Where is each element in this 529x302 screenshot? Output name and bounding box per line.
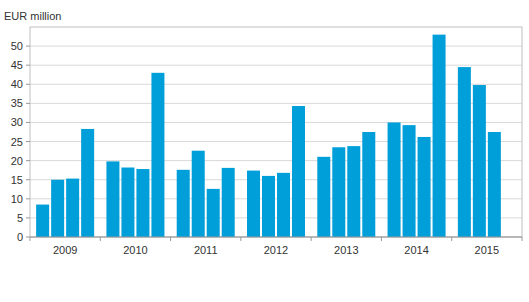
bar <box>388 122 401 237</box>
y-tick <box>26 217 30 218</box>
y-tick <box>26 122 30 123</box>
y-tick-label: 25 <box>11 136 23 148</box>
bar <box>262 176 275 237</box>
bar <box>192 151 205 237</box>
bar <box>332 147 345 237</box>
y-tick-label: 15 <box>11 174 23 186</box>
bar <box>488 132 501 237</box>
x-tick-label: 2015 <box>475 244 499 256</box>
bar <box>403 125 416 237</box>
chart: 0 5 10 15 20 25 30 35 40 45 50 EUR million 2009 2010 2… <box>0 0 529 302</box>
bar <box>207 189 220 237</box>
bar <box>433 35 446 237</box>
y-tick-label: 35 <box>11 97 23 109</box>
chart-container: 0 5 10 15 20 25 30 35 40 45 50 EUR million 2009 2010 2… <box>0 0 529 302</box>
bar <box>222 168 235 237</box>
grid-line <box>30 198 522 199</box>
bar <box>277 173 290 237</box>
grid-line <box>30 46 522 47</box>
bars <box>36 35 501 237</box>
bar <box>81 129 94 237</box>
x-tick-label: 2010 <box>123 244 147 256</box>
y-tick <box>26 65 30 66</box>
grid-line <box>30 179 522 180</box>
bar <box>136 169 149 237</box>
x-tick-label: 2009 <box>53 244 77 256</box>
bar <box>51 180 64 237</box>
x-tick <box>451 237 452 241</box>
bar <box>106 161 119 237</box>
grid-line <box>30 122 522 123</box>
bar <box>362 132 375 237</box>
y-axis-label: EUR million <box>4 10 61 22</box>
bar <box>36 205 49 237</box>
y-tick <box>26 46 30 47</box>
bar <box>121 168 134 237</box>
y-tick-label: 10 <box>11 193 23 205</box>
bar <box>458 67 471 237</box>
y-tick-label: 40 <box>11 78 23 90</box>
grid-line <box>30 65 522 66</box>
grid-line <box>30 237 522 238</box>
bar <box>418 137 431 237</box>
grid-line <box>30 141 522 142</box>
x-tick <box>30 237 31 241</box>
bar <box>177 170 190 237</box>
y-tick <box>26 179 30 180</box>
bar <box>151 73 164 237</box>
x-tick <box>170 237 171 241</box>
y-tick-label: 50 <box>11 40 23 52</box>
bar <box>247 171 260 237</box>
x-tick <box>522 237 523 241</box>
bar <box>473 85 486 237</box>
x-tick-label: 2012 <box>264 244 288 256</box>
x-tick <box>311 237 312 241</box>
plot-frame <box>30 27 522 237</box>
y-tick-label: 30 <box>11 116 23 128</box>
y-tick <box>26 84 30 85</box>
bar <box>66 179 79 237</box>
bar <box>347 146 360 237</box>
x-tick <box>100 237 101 241</box>
y-tick <box>26 160 30 161</box>
grid-line <box>30 103 522 104</box>
grid-line <box>30 84 522 85</box>
x-tick-label: 2013 <box>334 244 358 256</box>
y-tick-label: 0 <box>17 231 23 243</box>
x-tick <box>381 237 382 241</box>
y-tick <box>26 237 30 238</box>
bar <box>292 106 305 237</box>
grid-line <box>30 217 522 218</box>
y-tick-label: 20 <box>11 155 23 167</box>
y-tick <box>26 103 30 104</box>
y-tick-label: 5 <box>17 212 23 224</box>
x-tick-label: 2014 <box>404 244 428 256</box>
grid-line <box>30 160 522 161</box>
y-tick <box>26 198 30 199</box>
x-tick-label: 2011 <box>194 244 218 256</box>
x-tick <box>240 237 241 241</box>
x-axis-line <box>30 237 522 238</box>
bar <box>317 157 330 237</box>
y-tick-label: 45 <box>11 59 23 71</box>
y-tick <box>26 141 30 142</box>
